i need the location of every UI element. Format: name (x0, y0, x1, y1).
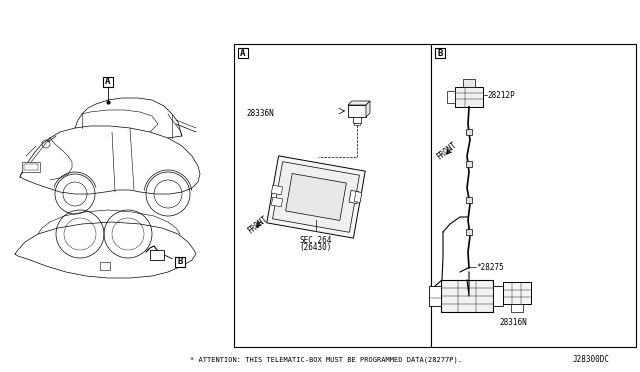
Bar (348, 105, 366, 117)
Text: SEC.264: SEC.264 (300, 236, 332, 245)
Text: *28275: *28275 (476, 263, 504, 272)
Bar (466, 129, 472, 135)
Text: A: A (106, 77, 111, 87)
Bar (493, 286, 503, 306)
Bar (455, 87, 483, 107)
Polygon shape (285, 173, 346, 221)
Bar (466, 197, 472, 203)
Bar (503, 282, 531, 304)
Bar (429, 286, 441, 306)
Text: * ATTENTION: THIS TELEMATIC-BOX MUST BE PROGRAMMED DATA(28277P).: * ATTENTION: THIS TELEMATIC-BOX MUST BE … (190, 357, 462, 363)
Bar (463, 79, 475, 87)
Bar (175, 257, 185, 267)
Text: FRONT: FRONT (435, 141, 459, 162)
Text: A: A (240, 48, 246, 58)
Text: FRONT: FRONT (246, 215, 270, 236)
Bar (238, 48, 248, 58)
Polygon shape (349, 190, 359, 203)
Bar (353, 117, 361, 123)
Bar (466, 161, 472, 167)
Bar (22, 162, 40, 172)
Polygon shape (348, 101, 370, 105)
Text: 28212P: 28212P (487, 90, 515, 99)
Bar (441, 280, 493, 312)
Bar (100, 262, 110, 270)
Bar (431, 44, 636, 347)
Text: B: B (437, 48, 443, 58)
Text: 28336N: 28336N (246, 109, 274, 119)
Bar (354, 123, 360, 125)
Polygon shape (271, 185, 283, 195)
Text: B: B (177, 257, 182, 266)
Polygon shape (354, 192, 362, 202)
Text: 28316N: 28316N (499, 318, 527, 327)
Bar (234, 44, 431, 347)
Bar (466, 229, 472, 235)
Bar (103, 77, 113, 87)
Text: (26430): (26430) (300, 243, 332, 252)
Polygon shape (366, 101, 370, 117)
Text: J28300DC: J28300DC (573, 355, 610, 364)
Polygon shape (271, 197, 283, 207)
Bar (150, 250, 164, 260)
Bar (24, 164, 38, 170)
Bar (511, 304, 523, 312)
Bar (447, 91, 455, 103)
Polygon shape (267, 156, 365, 238)
Bar (435, 48, 445, 58)
Polygon shape (273, 162, 360, 232)
